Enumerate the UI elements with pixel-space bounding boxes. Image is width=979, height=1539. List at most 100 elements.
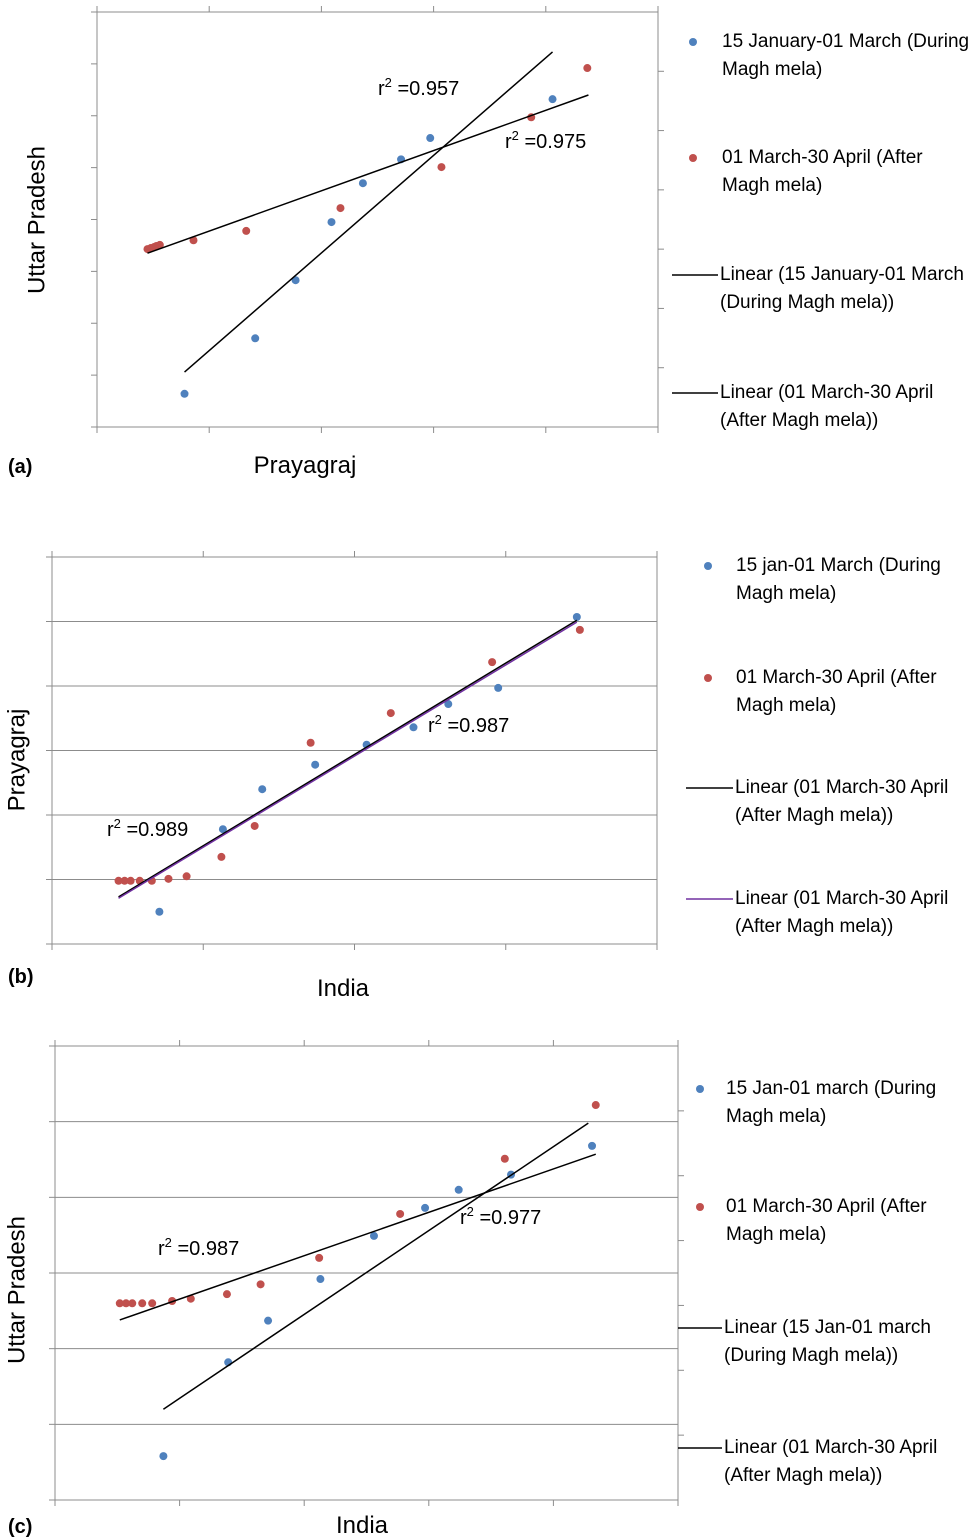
legend-marker: [704, 562, 712, 570]
legend-label: 15 Jan-01 march (During Magh mela): [726, 1078, 937, 1127]
point: [155, 240, 164, 249]
point: [189, 236, 198, 245]
r2-superscript: 2: [467, 1204, 474, 1219]
point: [311, 760, 320, 769]
legend-label: Linear (01 March-30 April (After Magh me…: [735, 777, 949, 826]
x-axis-title: India: [317, 975, 370, 1002]
point: [186, 1294, 195, 1303]
point: [159, 1452, 168, 1461]
r2-symbol: r: [378, 78, 385, 100]
r2-annotation: r2 =0.989: [107, 816, 188, 841]
r2-superscript: 2: [165, 1235, 172, 1250]
point: [500, 1154, 509, 1163]
panel-label: (b): [8, 966, 34, 988]
legend-marker: [696, 1085, 704, 1093]
r2-annotation: r2 =0.957: [378, 75, 459, 100]
point: [409, 723, 418, 732]
point: [488, 658, 497, 667]
r2-symbol: r: [460, 1207, 467, 1229]
r2-annotation: r2 =0.987: [428, 712, 509, 737]
legend-label: Linear (01 March-30 April (After Magh me…: [724, 1437, 938, 1486]
legend-label: 15 January-01 March (During Magh mela): [722, 31, 970, 80]
legend-label: 01 March-30 April (After Magh mela): [722, 147, 923, 196]
trendline: [162, 1122, 589, 1410]
r2-superscript: 2: [512, 128, 519, 143]
point: [128, 1299, 137, 1308]
point: [138, 1299, 147, 1308]
point: [583, 64, 592, 73]
r2-symbol: r: [107, 819, 114, 841]
r2-annotation: r2 =0.987: [158, 1235, 239, 1260]
legend-marker: [689, 154, 697, 162]
point: [115, 1299, 124, 1308]
y-axis-title: Uttar Pradesh: [23, 146, 50, 294]
legend-label: 15 jan-01 March (During Magh mela): [736, 555, 941, 604]
point: [437, 163, 446, 172]
point: [494, 683, 503, 692]
legend-label: Linear (15 Jan-01 march (During Magh mel…: [724, 1317, 931, 1366]
point: [444, 700, 453, 709]
trendline: [147, 94, 589, 254]
r2-annotation: r2 =0.977: [460, 1204, 541, 1229]
trendline: [184, 51, 554, 373]
point: [222, 1290, 231, 1299]
point: [291, 276, 300, 285]
legend-marker: [696, 1203, 704, 1211]
legend-marker: [704, 674, 712, 682]
point: [120, 876, 129, 885]
r2-value: =0.957: [392, 78, 459, 100]
point: [164, 874, 173, 883]
point: [386, 709, 395, 718]
r2-value: =0.977: [474, 1207, 541, 1229]
x-axis-title: India: [336, 1512, 389, 1539]
point: [126, 876, 135, 885]
r2-symbol: r: [505, 131, 512, 153]
point: [218, 825, 227, 834]
point: [182, 872, 191, 881]
r2-superscript: 2: [435, 712, 442, 727]
point: [358, 179, 367, 188]
legend-label: 01 March-30 April (After Magh mela): [736, 667, 937, 716]
r2-superscript: 2: [385, 75, 392, 90]
point: [588, 1141, 597, 1150]
legend-label: 01 March-30 April (After Magh mela): [726, 1196, 927, 1245]
legend-marker: [689, 38, 697, 46]
r2-value: =0.987: [172, 1238, 239, 1260]
r2-symbol: r: [428, 715, 435, 737]
point: [180, 389, 189, 398]
point: [396, 1209, 405, 1218]
r2-annotation: r2 =0.975: [505, 128, 586, 153]
trendline: [118, 621, 578, 899]
point: [336, 204, 345, 213]
point: [251, 334, 260, 343]
r2-value: =0.987: [442, 715, 509, 737]
point: [454, 1185, 463, 1194]
trendline: [118, 619, 578, 898]
point: [258, 785, 267, 794]
point: [316, 1275, 325, 1284]
r2-value: =0.975: [519, 131, 586, 153]
y-axis-title: Uttar Pradesh: [3, 1216, 30, 1364]
point: [369, 1231, 378, 1240]
legend-label: Linear (15 January-01 March (During Magh…: [720, 264, 964, 313]
point: [256, 1280, 265, 1289]
point: [306, 738, 315, 747]
point: [155, 907, 164, 916]
point: [250, 821, 259, 830]
panel-label: (c): [8, 1516, 32, 1538]
legend-label: Linear (01 March-30 April (After Magh me…: [735, 888, 949, 937]
point: [421, 1203, 430, 1212]
point: [122, 1299, 131, 1308]
r2-symbol: r: [158, 1238, 165, 1260]
y-axis-title: Prayagraj: [3, 709, 30, 812]
plot-frame: [96, 11, 659, 428]
point: [575, 625, 584, 634]
panel-label: (a): [8, 456, 32, 478]
point: [572, 612, 581, 621]
point: [114, 876, 123, 885]
point: [217, 852, 226, 861]
x-axis-title: Prayagraj: [254, 452, 357, 479]
r2-superscript: 2: [114, 816, 121, 831]
